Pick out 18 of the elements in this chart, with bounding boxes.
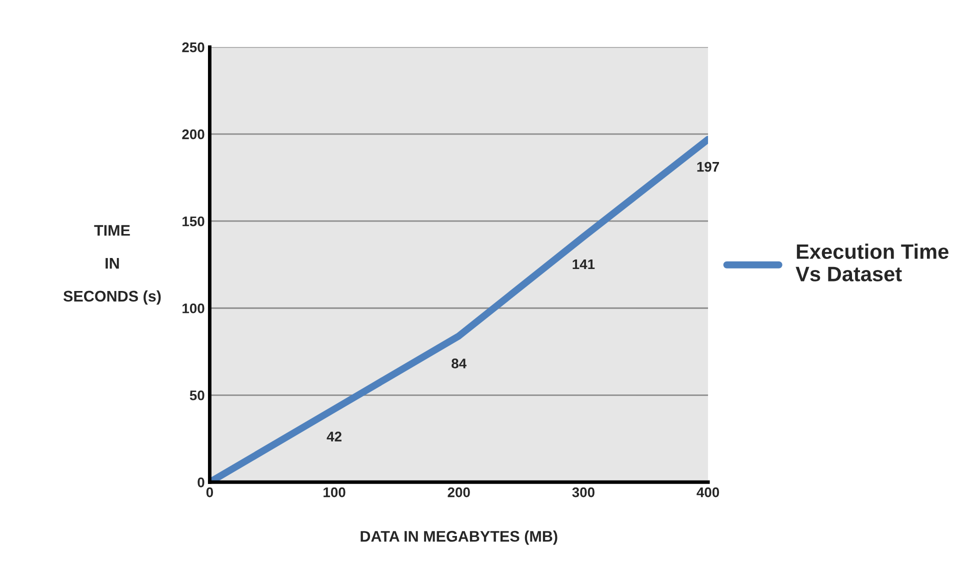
data-label: 197: [697, 162, 720, 172]
y-tick-label: 150: [182, 216, 204, 226]
text: TIME IN SECONDS (s): [63, 225, 161, 305]
y-tick-label: 50: [190, 390, 204, 400]
x-tick-label: 400: [696, 487, 720, 498]
y-tick-label: 100: [182, 303, 204, 314]
data-label: 42: [326, 432, 342, 442]
legend-label: Execution Time Vs Dataset: [796, 244, 948, 282]
x-tick-label: 0: [206, 487, 214, 498]
x-tick-label: 100: [324, 487, 346, 498]
x-tick-label: 200: [448, 487, 470, 498]
y-tick-label: 0: [198, 477, 204, 488]
y-tick-label: 250: [182, 42, 204, 52]
data-label: 84: [452, 358, 467, 368]
data-label: 141: [572, 260, 595, 270]
y-tick-label: 200: [182, 129, 204, 140]
x-axis-title: DATA IN MEGABYTES (MB): [360, 530, 558, 545]
x-tick-label: 300: [572, 487, 594, 498]
